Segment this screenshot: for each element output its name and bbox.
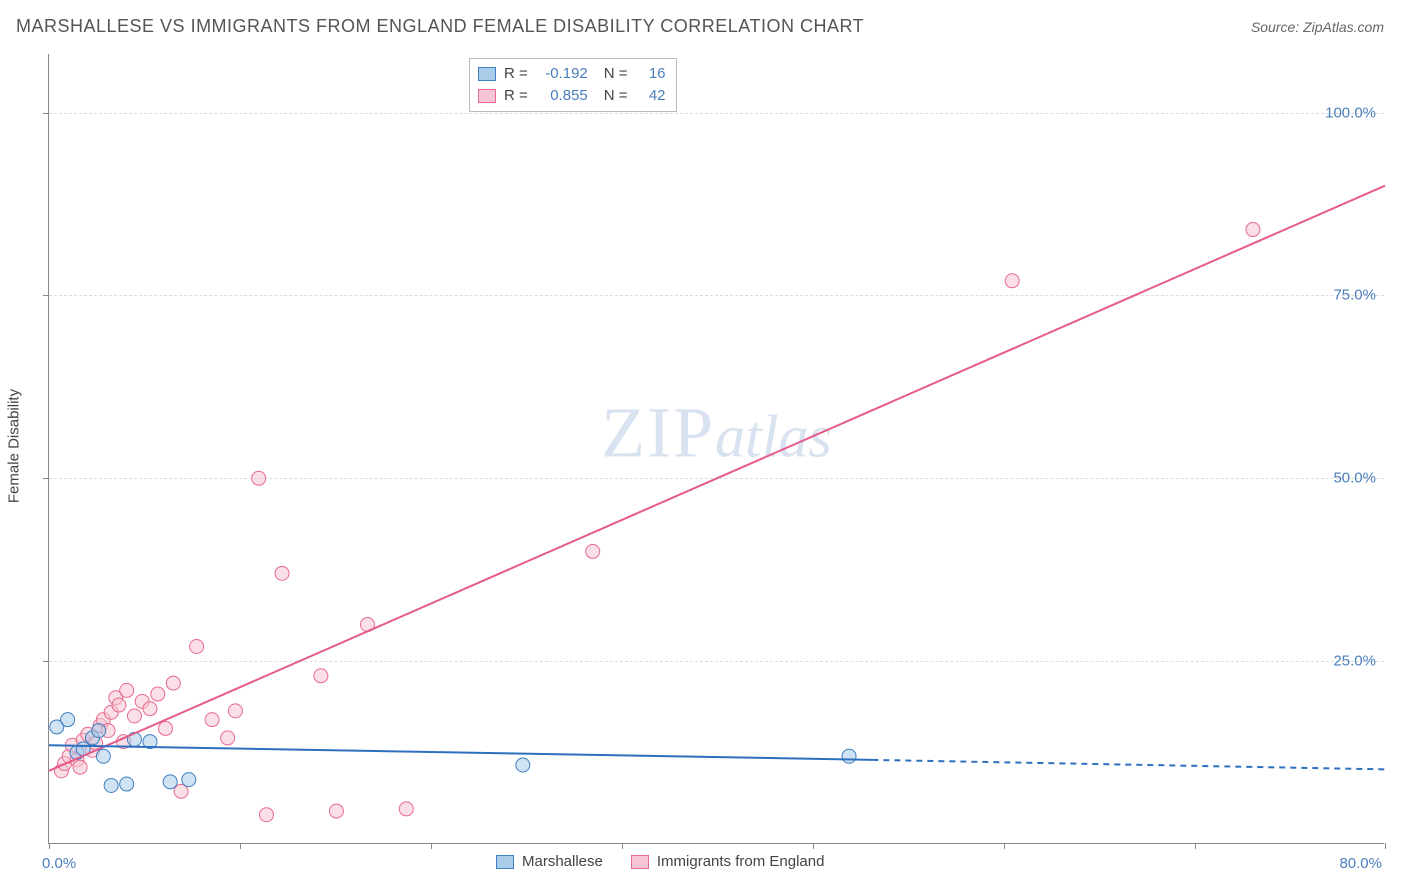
swatch-pink-icon [631, 855, 649, 869]
data-point [166, 676, 180, 690]
legend-label-blue: Marshallese [522, 853, 603, 870]
y-tick-label: 50.0% [1333, 470, 1376, 487]
x-tick [1385, 843, 1386, 849]
r-label-pink: R = [504, 85, 528, 107]
source-label: Source: ZipAtlas.com [1251, 19, 1384, 35]
plot-region: ZIPatlas R = -0.192 N = 16 R = 0.855 N =… [48, 54, 1384, 844]
stats-row-blue: R = -0.192 N = 16 [478, 63, 666, 85]
x-axis-min-label: 0.0% [42, 855, 76, 872]
data-point [61, 713, 75, 727]
data-point [275, 566, 289, 580]
data-point [92, 724, 106, 738]
x-tick [1195, 843, 1196, 849]
data-point [73, 760, 87, 774]
data-point [259, 808, 273, 822]
data-point [329, 804, 343, 818]
y-tick-label: 25.0% [1333, 653, 1376, 670]
data-point [120, 683, 134, 697]
data-point [104, 778, 118, 792]
data-point [228, 704, 242, 718]
bottom-legend: Marshallese Immigrants from England [496, 853, 824, 870]
data-point [163, 775, 177, 789]
legend-label-pink: Immigrants from England [657, 853, 825, 870]
data-point [399, 802, 413, 816]
data-point [182, 773, 196, 787]
data-point [120, 777, 134, 791]
data-point [205, 713, 219, 727]
swatch-blue-icon [496, 855, 514, 869]
x-axis-max-label: 80.0% [1339, 855, 1382, 872]
y-axis-title: Female Disability [6, 389, 23, 503]
y-tick-label: 100.0% [1325, 104, 1376, 121]
trend-line [49, 186, 1385, 771]
y-tick-label: 75.0% [1333, 287, 1376, 304]
chart-title: MARSHALLESE VS IMMIGRANTS FROM ENGLAND F… [16, 16, 864, 37]
chart-area: ZIPatlas R = -0.192 N = 16 R = 0.855 N =… [48, 54, 1384, 844]
n-value-pink: 42 [636, 85, 666, 107]
data-point [252, 471, 266, 485]
data-point [127, 709, 141, 723]
n-label-pink: N = [604, 85, 628, 107]
stats-row-pink: R = 0.855 N = 42 [478, 85, 666, 107]
data-point [221, 731, 235, 745]
data-point [143, 702, 157, 716]
stats-legend: R = -0.192 N = 16 R = 0.855 N = 42 [469, 58, 677, 112]
x-tick [622, 843, 623, 849]
data-point [314, 669, 328, 683]
legend-item-pink: Immigrants from England [631, 853, 825, 870]
trend-line [49, 745, 872, 760]
legend-item-blue: Marshallese [496, 853, 603, 870]
x-tick [431, 843, 432, 849]
x-tick [240, 843, 241, 849]
n-value-blue: 16 [636, 63, 666, 85]
data-point [151, 687, 165, 701]
swatch-blue [478, 67, 496, 81]
trend-line [872, 760, 1385, 770]
x-tick [813, 843, 814, 849]
r-value-blue: -0.192 [536, 63, 588, 85]
data-point [516, 758, 530, 772]
n-label-blue: N = [604, 63, 628, 85]
data-point [1246, 223, 1260, 237]
data-point [1005, 274, 1019, 288]
data-point [586, 544, 600, 558]
r-label-blue: R = [504, 63, 528, 85]
data-point [112, 698, 126, 712]
x-tick [1004, 843, 1005, 849]
data-point [96, 749, 110, 763]
data-point [159, 721, 173, 735]
x-tick [49, 843, 50, 849]
data-point [190, 640, 204, 654]
r-value-pink: 0.855 [536, 85, 588, 107]
plot-svg [49, 54, 1384, 843]
swatch-pink [478, 89, 496, 103]
data-point [842, 749, 856, 763]
